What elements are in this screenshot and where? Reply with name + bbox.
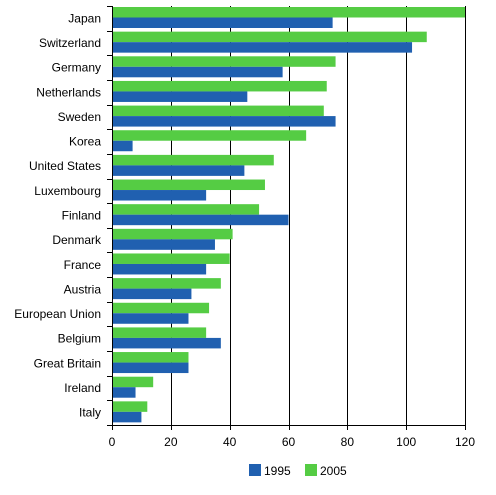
legend-swatch-2005 — [305, 464, 317, 476]
bar-2005-finland — [112, 204, 260, 215]
bar-1995-denmark — [112, 239, 215, 250]
bar-1995-finland — [112, 214, 289, 226]
bar-1995-italy — [112, 411, 142, 423]
category-label: Ireland — [64, 381, 101, 395]
category-label: Korea — [69, 135, 101, 149]
x-tick-label: 80 — [341, 435, 355, 449]
x-tick-labels: 0 20 40 60 80 100 120 — [109, 435, 476, 449]
legend-label-1995: 1995 — [264, 464, 291, 478]
bar-2005-united-states — [112, 154, 274, 166]
bar-2005-belgium — [112, 327, 207, 338]
bar-2005-denmark — [112, 228, 233, 240]
category-label: Great Britain — [34, 356, 101, 370]
bar-2005-switzerland — [112, 31, 427, 43]
bar-1995-germany — [112, 66, 283, 78]
bar-2005-netherlands — [112, 80, 327, 92]
bar-2005-ireland — [112, 376, 154, 388]
bar-2005-japan — [112, 7, 465, 18]
category-label: Denmark — [52, 233, 102, 247]
category-label: Belgium — [58, 332, 101, 346]
x-tick-label: 40 — [223, 435, 237, 449]
axes — [107, 6, 466, 430]
bar-2005-germany — [112, 56, 336, 67]
bar-2005-italy — [112, 401, 148, 412]
bar-1995-sweden — [112, 116, 336, 127]
bar-1995-great-britain — [112, 362, 189, 374]
bar-1995-luxembourg — [112, 190, 207, 201]
category-label: Italy — [79, 406, 101, 420]
bar-2005-france — [112, 253, 230, 264]
bars — [112, 7, 465, 423]
category-label: United States — [29, 159, 101, 173]
bar-2005-austria — [112, 278, 221, 289]
category-label: European Union — [14, 307, 101, 321]
bar-1995-switzerland — [112, 42, 413, 53]
category-label: Sweden — [58, 110, 101, 124]
bar-1995-japan — [112, 17, 333, 28]
category-label: Finland — [62, 209, 101, 223]
x-tick-label: 20 — [164, 435, 178, 449]
bar-1995-austria — [112, 288, 192, 300]
legend: 1995 2005 — [249, 464, 347, 478]
bar-1995-belgium — [112, 337, 221, 349]
category-label: Netherlands — [36, 85, 101, 99]
x-tick-label: 100 — [396, 435, 416, 449]
legend-swatch-1995 — [249, 464, 261, 476]
bar-2005-sweden — [112, 105, 324, 117]
bar-2005-korea — [112, 130, 307, 141]
category-label: Switzerland — [39, 36, 101, 50]
category-label: Luxembourg — [34, 184, 101, 198]
bar-1995-united-states — [112, 165, 245, 176]
x-tick-label: 60 — [282, 435, 296, 449]
x-tick-label: 0 — [109, 435, 116, 449]
legend-label-2005: 2005 — [320, 464, 347, 478]
bar-2005-european-union — [112, 302, 210, 314]
bar-1995-ireland — [112, 387, 136, 398]
category-labels: Japan Switzerland Germany Netherlands Sweden… — [14, 11, 102, 419]
category-label: Austria — [64, 282, 102, 296]
bar-1995-france — [112, 263, 207, 275]
bar-1995-korea — [112, 140, 133, 152]
bar-2005-luxembourg — [112, 179, 265, 191]
category-label: France — [64, 258, 102, 272]
category-label: Germany — [52, 61, 101, 75]
bar-2005-great-britain — [112, 352, 189, 363]
category-label: Japan — [68, 11, 101, 25]
bar-1995-netherlands — [112, 91, 248, 102]
x-tick-label: 120 — [455, 435, 475, 449]
bar-1995-european-union — [112, 313, 189, 324]
